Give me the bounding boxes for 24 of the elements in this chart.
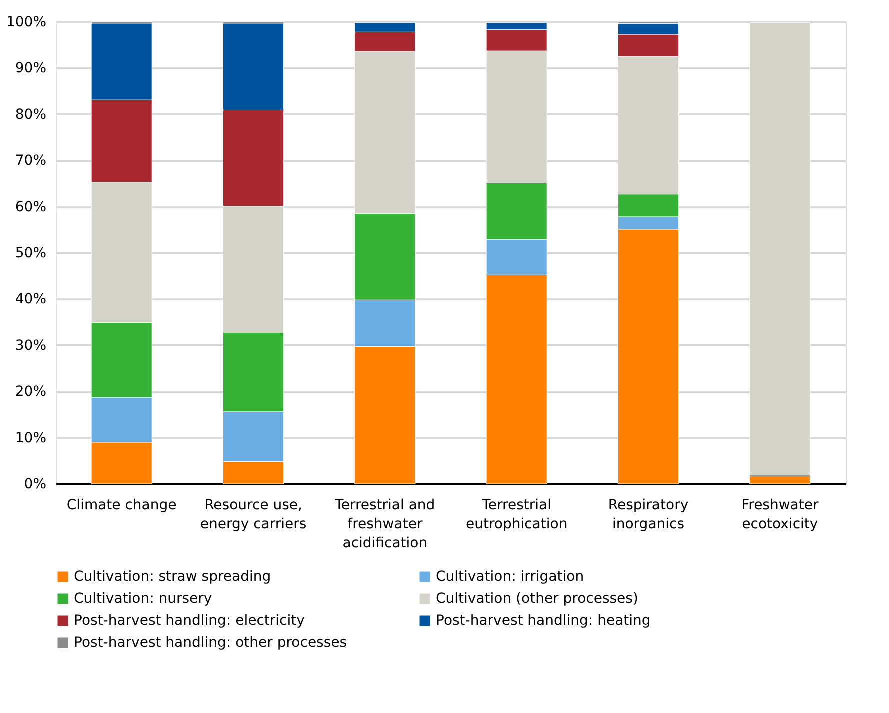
x-tick-label: Freshwater ecotoxicity xyxy=(742,498,819,532)
y-tick-label: 50% xyxy=(15,246,46,262)
legend-label: Cultivation (other processes) xyxy=(436,591,638,607)
legend-label: Cultivation: straw spreading xyxy=(74,569,272,585)
y-tick-label: 70% xyxy=(15,153,46,170)
y-tick-label: 10% xyxy=(15,430,46,446)
y-tick-label: 20% xyxy=(15,384,46,400)
y-tick-label: 30% xyxy=(15,338,46,354)
y-tick-label: 60% xyxy=(15,199,46,216)
y-tick-label: 0% xyxy=(24,476,46,492)
legend-label: Post-harvest handling: electricity xyxy=(74,613,305,629)
x-tick-label: Respiratory inorganics xyxy=(608,498,689,532)
legend-label: Cultivation: irrigation xyxy=(436,569,584,585)
y-tick-label: 100% xyxy=(6,14,46,30)
legend-label: Cultivation: nursery xyxy=(74,591,212,607)
x-tick-label: Terrestrial and freshwater acidification xyxy=(334,498,436,552)
legend-label: Post-harvest handling: other processes xyxy=(74,635,348,651)
x-tick-label: Terrestrial eutrophication xyxy=(466,498,568,532)
x-tick-label: Resource use, energy carriers xyxy=(200,498,307,532)
y-tick-label: 90% xyxy=(15,60,46,77)
legend-label: Post-harvest handling: heating xyxy=(436,613,651,629)
y-tick-label: 80% xyxy=(15,106,46,123)
y-tick-label: 40% xyxy=(15,292,46,308)
x-tick-label: Climate change xyxy=(66,498,177,514)
